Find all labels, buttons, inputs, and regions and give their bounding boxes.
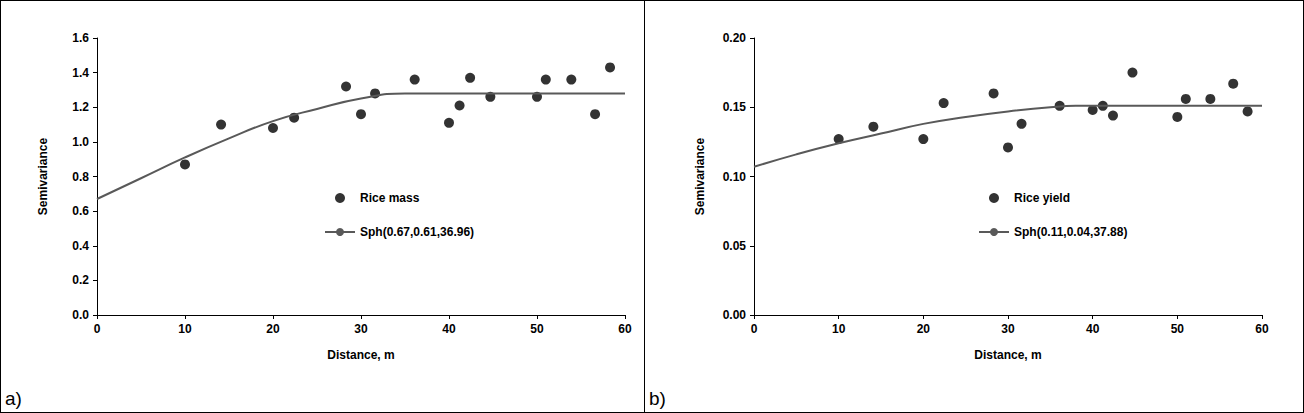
svg-text:10: 10 (832, 322, 846, 336)
svg-text:0.00: 0.00 (723, 308, 747, 322)
svg-text:Distance, m: Distance, m (327, 348, 394, 362)
svg-text:1.2: 1.2 (72, 100, 89, 114)
svg-text:1.0: 1.0 (72, 135, 89, 149)
svg-text:0.0: 0.0 (72, 308, 89, 322)
svg-text:60: 60 (618, 322, 632, 336)
svg-text:0.6: 0.6 (72, 204, 89, 218)
svg-text:40: 40 (442, 322, 456, 336)
svg-text:30: 30 (354, 322, 368, 336)
svg-text:0.10: 0.10 (723, 170, 747, 184)
svg-text:0.15: 0.15 (723, 100, 747, 114)
svg-text:20: 20 (266, 322, 280, 336)
svg-text:Semivariance: Semivariance (36, 137, 50, 215)
svg-text:0.2: 0.2 (72, 273, 89, 287)
svg-text:0.4: 0.4 (72, 239, 89, 253)
html-text:a): a) (5, 388, 22, 409)
svg-text:0.8: 0.8 (72, 170, 89, 184)
svg-text:60: 60 (1255, 322, 1269, 336)
svg-text:Rice mass: Rice mass (360, 191, 420, 205)
svg-text:Rice yield: Rice yield (1014, 191, 1070, 205)
svg-text:30: 30 (1001, 322, 1015, 336)
svg-text:50: 50 (1171, 322, 1185, 336)
svg-text:0.20: 0.20 (723, 31, 747, 45)
svg-text:0: 0 (751, 322, 758, 336)
svg-text:Semivariance: Semivariance (693, 137, 707, 215)
svg-text:Distance, m: Distance, m (974, 348, 1041, 362)
svg-text:10: 10 (178, 322, 192, 336)
svg-text:0.05: 0.05 (723, 239, 747, 253)
svg-text:1.6: 1.6 (72, 31, 89, 45)
svg-text:Sph(0.67,0.61,36.96): Sph(0.67,0.61,36.96) (360, 225, 474, 239)
svg-text:20: 20 (917, 322, 931, 336)
svg-text:0: 0 (94, 322, 101, 336)
svg-text:1.4: 1.4 (72, 66, 89, 80)
svg-text:50: 50 (530, 322, 544, 336)
html-text:b): b) (649, 388, 666, 409)
svg-text:Sph(0.11,0.04,37.88): Sph(0.11,0.04,37.88) (1014, 225, 1127, 239)
svg-text:40: 40 (1086, 322, 1100, 336)
